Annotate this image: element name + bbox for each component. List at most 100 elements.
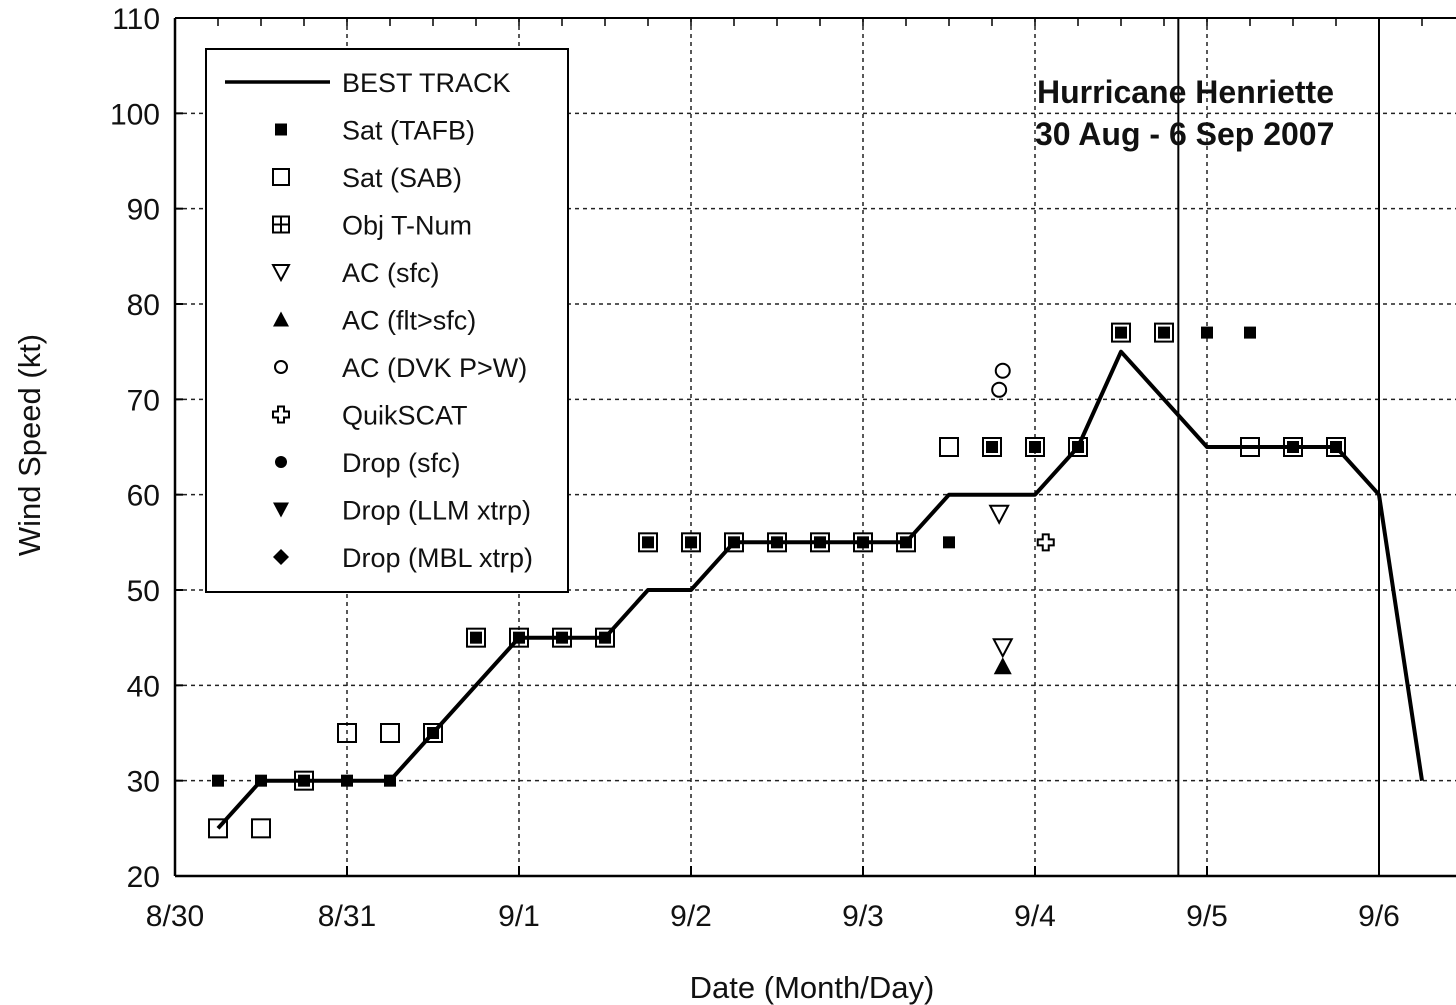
axes [173,17,1456,878]
x-tick-label: 8/30 [146,900,204,933]
data-point [939,437,959,457]
legend-marker-swatch [275,123,287,136]
y-tick-label: 70 [127,384,160,417]
data-point [994,362,1011,379]
legend-marker-swatch [273,549,289,565]
legend-item: AC (sfc) [271,258,440,288]
data-point [1115,326,1127,339]
data-point [685,536,697,549]
legend-item: BEST TRACK [225,68,511,98]
x-tick-label: 9/2 [670,900,712,933]
y-tick-label: 20 [127,861,160,894]
series-quikscat [1036,533,1055,552]
data-point [988,504,1010,525]
grid-lines [175,18,1456,876]
legend-item: AC (DVK P>W) [274,353,527,383]
y-tick-label: 30 [127,766,160,799]
data-point [423,723,443,743]
x-tick-label: 9/4 [1014,900,1056,933]
legend-item: QuikSCAT [272,401,468,431]
x-tick-label: 8/31 [318,900,376,933]
legend-marker-swatch [272,405,290,424]
data-point [1029,441,1041,453]
data-point [251,818,271,839]
legend-marker-swatch [273,311,289,327]
y-axis-title: Wind Speed (kt) [12,334,47,556]
data-point [1244,326,1256,339]
legend-item: Sat (TAFB) [275,116,475,146]
legend-box [205,48,569,593]
data-point [1036,533,1055,552]
data-point [466,627,486,648]
data-point [208,818,228,839]
data-point [991,381,1008,398]
series-ac-sfc- [988,504,1014,659]
data-point [642,536,654,549]
legend-item: Sat (SAB) [272,163,462,193]
y-tick-label: 50 [127,575,160,608]
data-point [986,441,998,453]
data-point [1201,326,1213,339]
data-point [212,774,224,787]
legend-items: BEST TRACK Sat (TAFB) Sat (SAB) Obj T-Num AC… [225,68,533,573]
x-axis-title: Date (Month/Day) [690,970,935,1005]
legend-item: Obj T-Num [272,211,472,241]
legend-marker-swatch-cross [273,216,289,233]
data-point [943,536,955,549]
legend-label: Drop (MBL xtrp) [342,543,533,573]
y-tick-label: 40 [127,670,160,703]
legend-marker-swatch [272,168,290,186]
data-point [337,723,357,743]
legend-item: Drop (sfc) [275,448,461,478]
y-tick-label: 100 [110,98,160,131]
y-tick-label: 90 [127,194,160,227]
data-point [1154,322,1174,343]
series-ac-flt-sfc- [993,657,1012,675]
legend-label: Sat (TAFB) [342,116,475,146]
legend-marker-swatch [273,502,289,518]
legend-label: AC (flt>sfc) [342,306,476,336]
data-point [638,532,658,553]
series-sat-sab- [208,322,1346,839]
data-point [1025,437,1045,457]
legend-label: AC (sfc) [342,258,440,288]
data-point [992,638,1014,659]
y-tick-label: 110 [112,3,160,36]
legend-label: Obj T-Num [342,211,472,241]
legend-marker-swatch [274,360,288,374]
legend-label: Drop (sfc) [342,448,461,478]
legend-item: Drop (MBL xtrp) [273,543,533,573]
y-tick-label: 60 [127,480,160,513]
y-tick-label: 80 [127,289,160,322]
data-point [1111,322,1131,343]
x-tick-label: 9/5 [1186,900,1228,933]
series-ac-dvk-p-w- [991,362,1011,398]
legend-marker-swatch [271,264,291,283]
data-series [208,322,1424,839]
x-tick-label: 9/6 [1358,900,1400,933]
legend-marker-swatch [275,456,287,468]
legend: BEST TRACK Sat (TAFB) Sat (SAB) Obj T-Num AC… [205,48,569,593]
data-point [681,532,701,553]
legend-label: BEST TRACK [342,68,511,98]
chart-subtitle: 30 Aug - 6 Sep 2007 [1035,116,1334,152]
x-tick-label: 9/3 [842,900,884,933]
legend-label: Sat (SAB) [342,163,462,193]
data-point [982,437,1002,457]
data-point [993,657,1012,675]
legend-label: QuikSCAT [342,401,468,431]
chart-title: Hurricane Henriette [1037,74,1334,110]
data-point [1158,326,1170,339]
legend-item: AC (flt>sfc) [273,306,476,336]
data-point [380,723,400,743]
legend-label: Drop (LLM xtrp) [342,496,531,526]
best-track-line [216,349,1424,830]
data-point [1068,437,1088,457]
legend-marker-swatch [272,215,290,234]
data-point [470,631,482,644]
legend-label: AC (DVK P>W) [342,353,527,383]
legend-item: Drop (LLM xtrp) [273,496,531,526]
tick-labels: 20 30 40 50 60 70 80 90 100 110 8/30 8/31 9/1 9/2 9/3 9… [110,3,1400,933]
x-tick-label: 9/1 [498,900,540,933]
